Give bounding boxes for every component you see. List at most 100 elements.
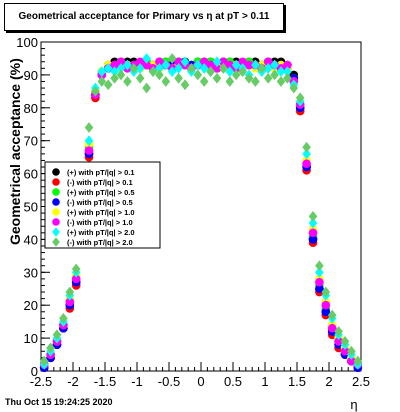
legend-marker <box>52 218 60 226</box>
data-point <box>199 57 209 67</box>
data-point <box>308 235 318 244</box>
data-point <box>263 62 273 74</box>
data-point <box>206 66 215 77</box>
data-point <box>123 76 132 87</box>
data-point <box>225 66 235 77</box>
data-point <box>135 62 145 74</box>
x-tick-label: 2 <box>325 374 332 389</box>
data-point <box>71 274 81 284</box>
data-point <box>225 76 235 87</box>
data-point <box>84 122 94 133</box>
data-point <box>231 59 241 71</box>
x-tick-label: 2.5 <box>352 374 370 389</box>
data-point <box>142 53 151 64</box>
data-point <box>283 72 292 84</box>
data-point <box>353 355 363 367</box>
x-tick-label: -2.5 <box>30 374 52 389</box>
data-point <box>103 62 113 74</box>
data-point <box>212 56 222 68</box>
x-tick-label: -0.5 <box>158 374 180 389</box>
x-tick-label: -1 <box>131 374 143 389</box>
data-point <box>244 60 254 70</box>
data-point <box>270 59 279 71</box>
data-point <box>161 76 171 87</box>
data-point <box>321 286 331 298</box>
data-point <box>59 312 68 324</box>
x-tick-label: 1 <box>261 374 268 389</box>
legend-marker <box>52 227 60 237</box>
data-point <box>251 59 260 71</box>
y-tick-label: 80 <box>24 101 38 116</box>
y-tick-label: 30 <box>24 265 38 280</box>
data-point <box>308 210 318 222</box>
data-point <box>155 69 164 81</box>
y-tick-label: 60 <box>24 167 38 182</box>
data-point <box>193 69 203 81</box>
y-tick-label: 20 <box>24 298 38 313</box>
legend-entry-label: (-) with pT/|q| > 2.0 <box>67 238 133 247</box>
data-point <box>302 148 311 160</box>
data-point <box>193 59 203 71</box>
series-7 <box>39 53 363 367</box>
data-point <box>167 66 177 77</box>
data-point <box>295 92 305 104</box>
data-point <box>219 57 228 67</box>
data-point <box>315 284 324 294</box>
y-axis-label: Geometrical acceptance (%) <box>7 58 23 245</box>
data-point <box>257 62 267 74</box>
data-point <box>321 300 331 310</box>
data-point <box>302 159 311 169</box>
x-tick-label: -1.5 <box>94 374 116 389</box>
y-tick-label: 40 <box>24 232 38 247</box>
x-tick-label: 0.5 <box>224 374 242 389</box>
chart-title: Geometrical acceptance for Primary vs η … <box>18 11 270 22</box>
data-point <box>244 72 254 84</box>
legend-entry-label: (-) with pT/|q| > 0.5 <box>67 198 133 207</box>
data-point <box>116 69 126 81</box>
legend-marker <box>52 168 60 176</box>
timestamp: Thu Oct 15 19:24:25 2020 <box>5 397 113 407</box>
data-point <box>347 356 356 366</box>
data-point <box>174 72 183 84</box>
data-point <box>231 69 241 81</box>
data-point <box>321 307 331 317</box>
data-point <box>238 66 247 77</box>
data-point <box>123 59 132 71</box>
data-point <box>174 57 183 67</box>
data-point <box>39 355 49 367</box>
legend-entry-label: (+) with pT/|q| > 0.5 <box>67 188 135 197</box>
data-point <box>110 66 119 77</box>
data-point <box>327 309 337 321</box>
data-point <box>46 342 55 354</box>
data-point <box>308 228 318 238</box>
data-point <box>315 260 324 272</box>
data-point <box>187 62 196 74</box>
data-point <box>142 82 151 94</box>
data-point <box>65 297 75 307</box>
data-point <box>334 337 343 346</box>
data-point <box>289 82 299 94</box>
data-point <box>199 76 209 87</box>
data-point <box>135 72 145 84</box>
y-tick-label: 50 <box>24 200 38 215</box>
data-point <box>167 53 177 64</box>
data-point <box>148 66 158 77</box>
legend-entry-label: (+) with pT/|q| > 0.1 <box>67 168 135 177</box>
data-point <box>315 266 324 278</box>
data-point <box>334 326 343 337</box>
data-point <box>212 72 222 84</box>
data-point <box>135 57 145 67</box>
data-point <box>302 141 311 153</box>
data-point <box>283 66 292 77</box>
legend-entry-label: (-) with pT/|q| > 1.0 <box>67 218 133 227</box>
legend-marker <box>52 208 60 216</box>
data-point <box>180 79 190 91</box>
data-point <box>308 217 318 229</box>
y-tick-label: 100 <box>16 35 38 50</box>
legend: (+) with pT/|q| > 0.1 (-) with pT/|q| > 0… <box>44 161 161 249</box>
points-layer <box>39 53 363 373</box>
legend-marker <box>52 237 60 247</box>
data-point <box>97 66 107 77</box>
data-point <box>327 323 337 333</box>
